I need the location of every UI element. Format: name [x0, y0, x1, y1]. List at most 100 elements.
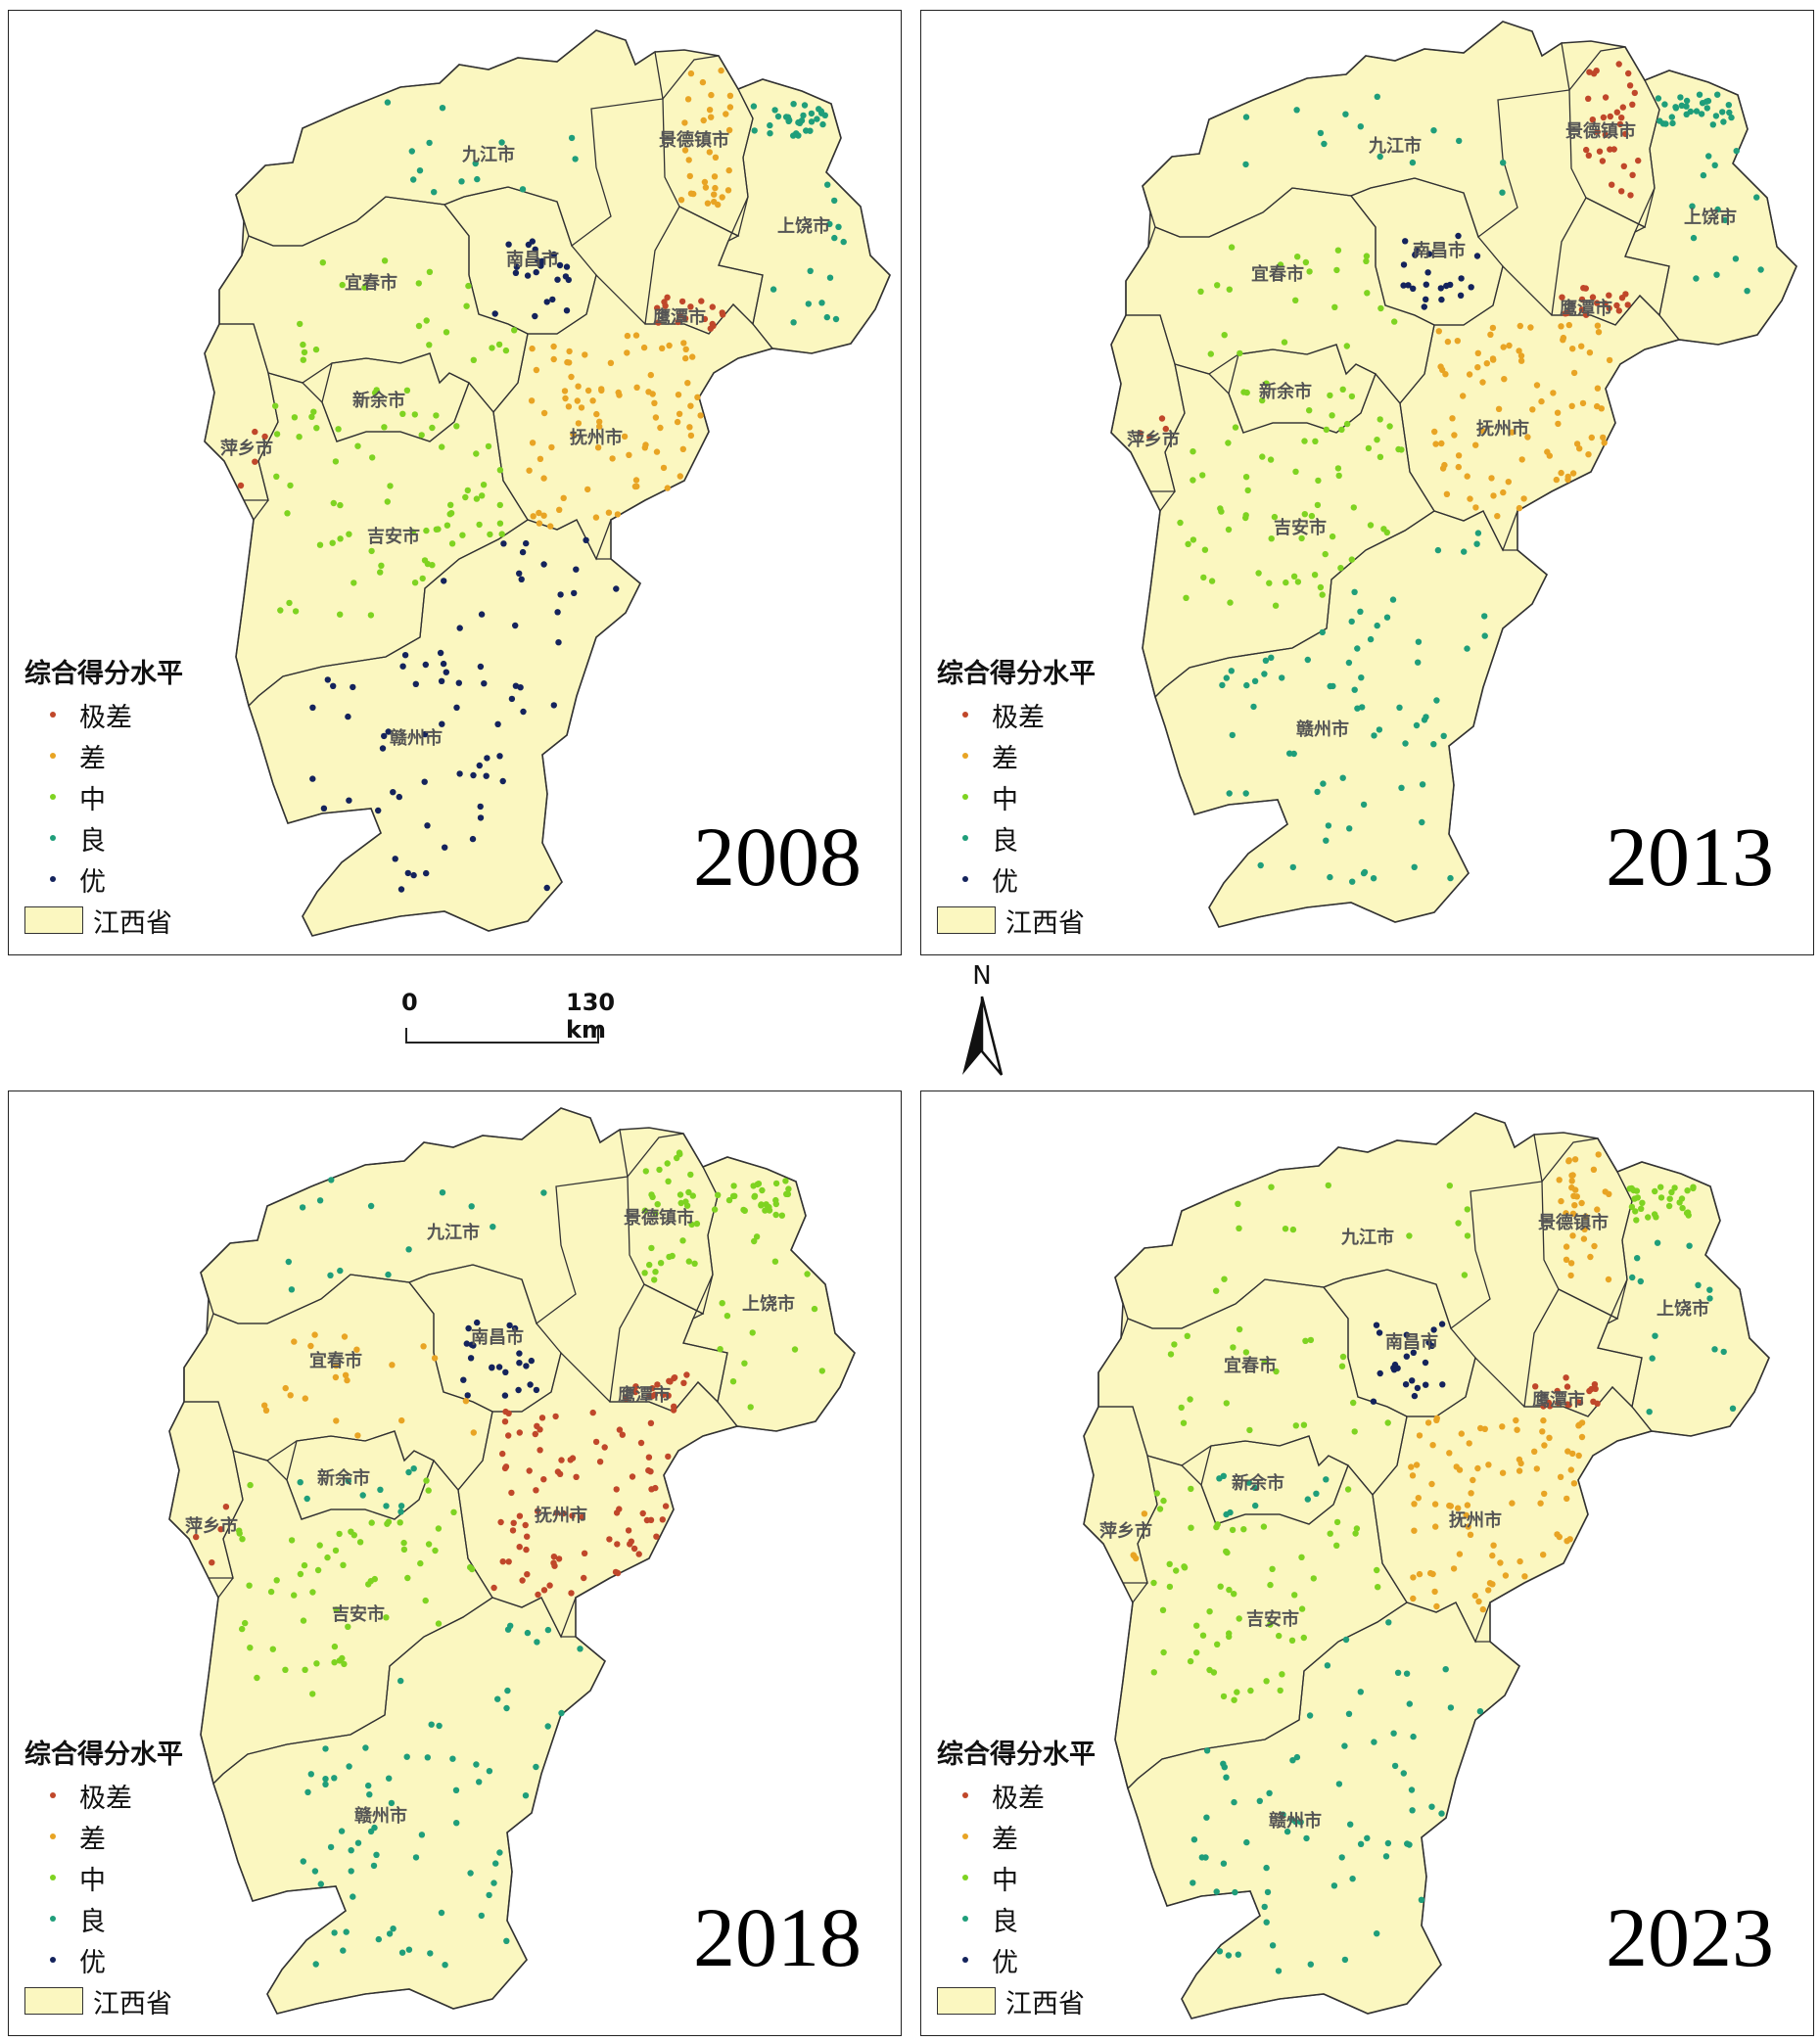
sample-point-fuzhou: [653, 1533, 660, 1540]
sample-point-pingxiang: [1162, 425, 1169, 433]
sample-point-fuzhou: [1516, 504, 1523, 512]
sample-point-jingdezhen: [1605, 1276, 1612, 1283]
sample-point-fuzhou: [556, 1470, 564, 1477]
sample-point-jingdezhen: [677, 197, 685, 204]
sample-point-ganzhou: [421, 730, 429, 738]
sample-point-fuzhou: [1575, 1452, 1582, 1460]
sample-point-ganzhou: [577, 1646, 583, 1652]
sample-point-yichun: [1187, 1396, 1193, 1403]
sample-point-jian: [331, 1659, 338, 1666]
city-label: 新余市: [352, 390, 405, 411]
sample-point-jiujiang: [1282, 1226, 1289, 1232]
sample-point-fuzhou: [1501, 376, 1508, 383]
city-label: 萍乡市: [185, 1515, 238, 1537]
city-label: 景德镇市: [624, 1207, 694, 1229]
sample-point-yichun: [398, 1416, 405, 1424]
sample-point-fuzhou: [1594, 385, 1602, 392]
sample-point-shangrao_ne: [1693, 108, 1701, 115]
sample-point-pingxiang: [1146, 433, 1153, 441]
sample-point-jian: [1242, 474, 1250, 481]
sample-point-shangrao: [1713, 271, 1720, 278]
sample-point-jian: [1159, 1606, 1167, 1613]
sample-point-jingdezhen: [1558, 1197, 1564, 1205]
sample-point-jiujiang: [1236, 1225, 1242, 1231]
sample-point-fuzhou: [1458, 1430, 1465, 1437]
sample-point-nanchang: [1403, 1331, 1410, 1338]
sample-point-fuzhou: [1439, 465, 1447, 472]
sample-point-nanchang: [535, 257, 541, 264]
sample-point-xinyu: [335, 426, 342, 433]
sample-point-jiujiang: [426, 139, 433, 147]
sample-point-jingdezhen: [1625, 70, 1632, 77]
sample-point-yingtan: [1540, 1403, 1547, 1410]
sample-point-xinyu: [1243, 389, 1250, 396]
map-legend: 综合得分水平 极差差中良优江西省: [24, 652, 183, 941]
sample-point-jian: [1247, 1687, 1254, 1694]
sample-point-shangrao_ne: [1685, 1212, 1692, 1219]
sample-point-pingxiang: [1158, 415, 1166, 422]
sample-point-yingtan: [720, 311, 726, 318]
sample-point-jian: [331, 1643, 339, 1650]
sample-point-jiujiang: [1268, 1183, 1275, 1190]
city-label: 景德镇市: [1565, 120, 1636, 142]
sample-point-jiujiang: [1321, 140, 1328, 148]
sample-point-shangrao_ne: [784, 1190, 792, 1198]
sample-point-jian: [365, 1581, 372, 1588]
sample-point-nanchang: [527, 1381, 534, 1388]
legend-item-label: 差: [992, 743, 1018, 774]
sample-point-jingdezhen: [656, 1166, 663, 1174]
sample-point-shangrao_ne: [1657, 1194, 1665, 1201]
sample-point-shangrao: [1711, 1346, 1718, 1353]
sample-point-nanchang: [1377, 1369, 1383, 1377]
sample-point-ganzhou: [550, 702, 557, 709]
sample-point-jingdezhen: [711, 173, 719, 180]
sample-point-jian: [384, 1520, 391, 1527]
sample-point-ganzhou: [519, 548, 527, 556]
sample-point-fuzhou: [526, 467, 533, 474]
sample-point-jian: [496, 501, 503, 509]
sample-point-jian: [288, 1537, 296, 1544]
sample-point-jingdezhen: [1590, 1166, 1598, 1173]
sample-point-ganzhou: [421, 778, 428, 785]
panel-year: 2008: [693, 810, 862, 904]
sample-point-ganzhou: [494, 720, 501, 727]
sample-point-ganzhou: [1394, 1669, 1402, 1676]
sample-point-jingdezhen: [1620, 162, 1627, 169]
sample-point-jingdezhen: [1622, 130, 1629, 137]
sample-point-jian: [425, 1487, 432, 1494]
sample-point-fuzhou: [1513, 1416, 1519, 1424]
sample-point-ganzhou: [1447, 874, 1454, 882]
sample-point-fuzhou: [502, 1463, 510, 1470]
sample-point-shangrao: [811, 1305, 818, 1313]
sample-point-fuzhou: [621, 433, 629, 441]
sample-point-jiujiang: [490, 1224, 496, 1230]
city-label: 南昌市: [1385, 1331, 1438, 1353]
sample-point-jingdezhen: [664, 1160, 671, 1167]
sample-point-fuzhou: [1464, 473, 1470, 480]
sample-point-yichun: [1184, 1332, 1190, 1339]
sample-point-fuzhou: [682, 346, 689, 352]
sample-point-shangrao: [1649, 1355, 1656, 1362]
sample-point-fuzhou: [510, 1519, 517, 1526]
map-legend: 综合得分水平 极差差中良优江西省: [24, 1733, 183, 2021]
sample-point-jian: [1338, 426, 1345, 434]
sample-point-jian: [1367, 522, 1375, 529]
legend-item: 差: [24, 1816, 183, 1857]
sample-point-ganzhou: [481, 680, 488, 687]
sample-point-ganzhou: [613, 585, 620, 592]
sample-point-shangrao: [1720, 1348, 1727, 1356]
sample-point-jingdezhen: [711, 191, 718, 198]
sample-point-jiujiang: [1235, 1200, 1241, 1207]
sample-point-nanchang: [533, 268, 539, 276]
sample-point-jingdezhen: [1631, 89, 1638, 97]
city-label: 抚州市: [1449, 1509, 1502, 1531]
sample-point-jian: [1288, 1637, 1296, 1644]
sample-point-fuzhou: [1509, 1500, 1516, 1507]
legend-title: 综合得分水平: [937, 1740, 1096, 1770]
sample-point-jingdezhen: [674, 1154, 680, 1162]
sample-point-fuzhou: [550, 355, 557, 363]
sample-point-ganzhou: [1345, 1710, 1353, 1717]
sample-point-jiujiang: [384, 99, 392, 106]
sample-point-ganzhou: [492, 1860, 499, 1867]
sample-point-jian: [468, 1565, 476, 1573]
